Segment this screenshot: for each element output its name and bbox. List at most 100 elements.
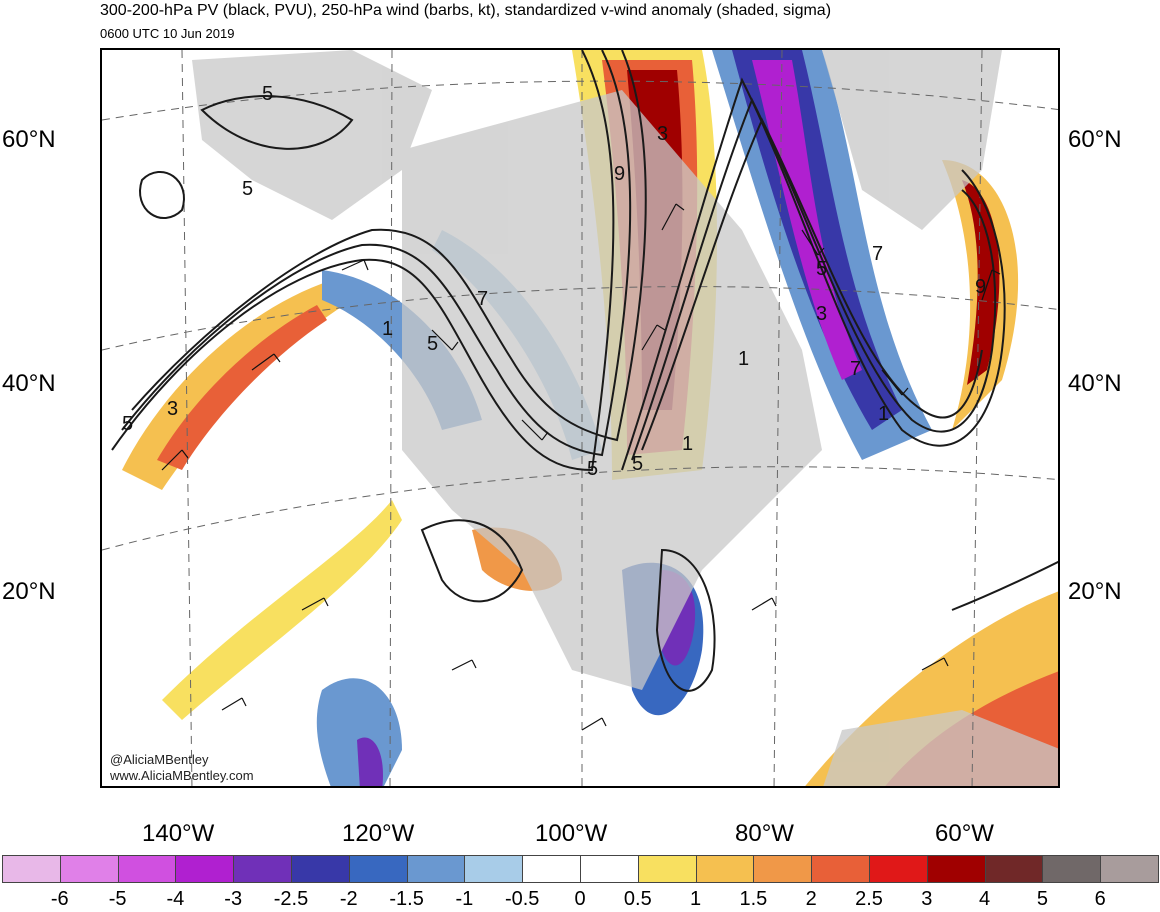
weather-map: 5 5 5 7 5 1 5 3 9 7 9 1 5 3 7 1 1 3 5 xyxy=(100,48,1060,788)
contour-label: 5 xyxy=(122,413,133,435)
contour-label: 1 xyxy=(738,348,749,370)
lat-label-left: 40°N xyxy=(2,370,56,397)
pv-contours xyxy=(111,50,1058,692)
barb xyxy=(451,659,477,671)
barb xyxy=(161,449,189,471)
valid-time: 0600 UTC 10 Jun 2019 xyxy=(100,26,235,41)
colorbar-cell xyxy=(464,855,524,883)
colorbar-label: -1.5 xyxy=(389,888,424,910)
contour-label: 5 xyxy=(262,83,273,105)
anomaly-negative-tropics-core xyxy=(357,737,383,786)
contour-label: 1 xyxy=(382,318,393,340)
colorbar-label: 0 xyxy=(574,888,586,910)
anomaly-positive-atlantic-core xyxy=(962,180,1000,385)
colorbar-cell xyxy=(175,855,235,883)
colorbar-cell xyxy=(695,855,755,883)
credit-twitter: @AliciaMBentley xyxy=(110,752,209,767)
barb xyxy=(251,353,281,371)
colorbar-cell xyxy=(580,855,639,883)
contour-label: 1 xyxy=(878,403,889,425)
barb xyxy=(921,657,949,671)
contour-label: 5 xyxy=(816,258,827,280)
colorbar-cell xyxy=(1100,855,1159,883)
contour-label: 5 xyxy=(587,458,598,480)
colorbar-cell xyxy=(1042,855,1102,883)
colorbar-cell xyxy=(637,855,697,883)
lon-label: 120°W xyxy=(342,820,415,847)
barb xyxy=(221,697,247,711)
colorbar-cell xyxy=(59,855,119,883)
colorbar-label: 4 xyxy=(979,888,991,910)
colorbar-label: 1.5 xyxy=(739,888,768,910)
contour-label: 3 xyxy=(816,303,827,325)
barb xyxy=(431,329,459,351)
colorbar-label: 5 xyxy=(1036,888,1048,910)
colorbar-label: 2.5 xyxy=(855,888,883,910)
land-alaska xyxy=(192,50,432,220)
anomaly-positive-subtropical xyxy=(162,500,402,720)
colorbar-cell xyxy=(522,855,581,883)
contour-label: 5 xyxy=(242,178,253,200)
contour-label: 3 xyxy=(167,398,178,420)
contour-label: 9 xyxy=(614,163,625,185)
colorbar-label: -2 xyxy=(339,888,358,910)
contour-label: 9 xyxy=(975,276,986,298)
map-title: 300-200-hPa PV (black, PVU), 250-hPa win… xyxy=(100,2,832,19)
lon-label: 100°W xyxy=(535,820,608,847)
colorbar-label: -4 xyxy=(166,888,185,910)
barb xyxy=(521,419,549,441)
contour-label: 3 xyxy=(657,123,668,145)
colorbar-label: 2 xyxy=(805,888,817,910)
colorbar xyxy=(2,855,1159,885)
lat-label-right: 20°N xyxy=(1068,578,1122,605)
wind-barbs xyxy=(161,203,1001,731)
lon-label: 80°W xyxy=(735,820,794,847)
colorbar-label: 0.5 xyxy=(623,888,652,910)
barb xyxy=(751,597,777,611)
colorbar-cell xyxy=(406,855,466,883)
barb xyxy=(981,269,1001,301)
colorbar-cell xyxy=(117,855,177,883)
map-canvas: 5 5 5 7 5 1 5 3 9 7 9 1 5 3 7 1 1 3 5 xyxy=(102,50,1058,786)
colorbar-label: 3 xyxy=(921,888,933,910)
barb xyxy=(881,369,909,396)
credit-website: www.AliciaMBentley.com xyxy=(110,768,254,783)
lon-label: 140°W xyxy=(142,820,215,847)
graticule xyxy=(102,50,1058,786)
contour-labels: 5 5 5 7 5 1 5 3 9 7 9 1 5 3 7 1 1 3 5 xyxy=(122,83,986,480)
colorbar-label: -5 xyxy=(108,888,127,910)
lat-label-right: 40°N xyxy=(1068,370,1122,397)
colorbar-cell xyxy=(984,855,1044,883)
barb xyxy=(581,717,607,731)
lon-label: 60°W xyxy=(935,820,994,847)
colorbar-cell xyxy=(926,855,986,883)
contour-label: 7 xyxy=(872,243,883,265)
contour-label: 1 xyxy=(682,433,693,455)
anomaly-positive-pacific-core xyxy=(157,305,327,470)
barb xyxy=(661,203,685,231)
contour-label: 5 xyxy=(632,453,643,475)
land-greenland xyxy=(822,50,1002,230)
colorbar-label: 6 xyxy=(1094,888,1106,910)
colorbar-label: -6 xyxy=(50,888,69,910)
colorbar-label: 1 xyxy=(690,888,702,910)
contour-label: 7 xyxy=(477,288,488,310)
land-south-america xyxy=(823,710,1058,786)
contour-label: 7 xyxy=(850,358,861,380)
colorbar-label: -0.5 xyxy=(504,888,540,910)
barb xyxy=(801,229,825,256)
colorbar-cell xyxy=(2,855,61,883)
contour-label: 5 xyxy=(427,333,438,355)
lat-label-left: 20°N xyxy=(2,578,56,605)
colorbar-cell xyxy=(753,855,813,883)
barb xyxy=(341,259,369,271)
colorbar-cell xyxy=(811,855,870,883)
barb xyxy=(301,597,329,611)
colorbar-cell xyxy=(348,855,408,883)
barb xyxy=(641,324,666,351)
colorbar-label: -1 xyxy=(455,888,474,910)
colorbar-cell xyxy=(233,855,292,883)
colorbar-cell xyxy=(869,855,928,883)
colorbar-label: -3 xyxy=(224,888,243,910)
lat-label-left: 60°N xyxy=(2,126,56,153)
